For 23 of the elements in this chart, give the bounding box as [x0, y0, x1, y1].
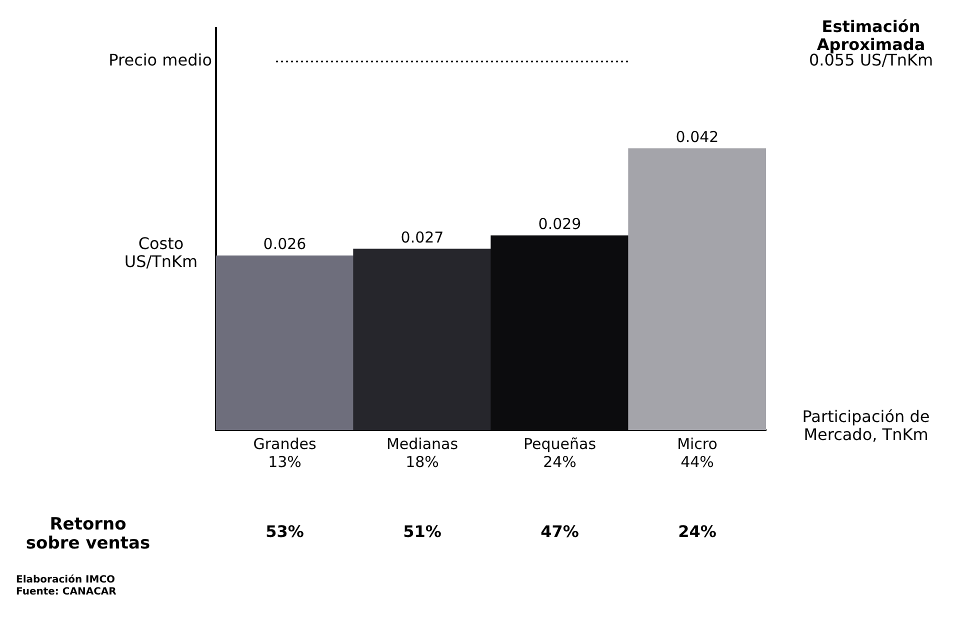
text: 24% — [678, 522, 716, 542]
x-axis-title: Participación de Mercado, TnKm — [802, 407, 930, 444]
data-label: 0.026 — [263, 235, 306, 254]
x-tick-label: Micro 44% — [677, 434, 718, 471]
data-label: 0.029 — [538, 215, 582, 234]
text: Retorno sobre ventas — [26, 514, 150, 554]
ref-line-label: Precio medio — [108, 50, 212, 70]
text: 47% — [540, 522, 579, 542]
text: Estimación Aproximada — [816, 17, 926, 54]
bar — [353, 248, 492, 430]
x-tick-label: Grandes 13% — [253, 434, 316, 471]
source-note: Fuente: CANACAR — [16, 586, 117, 598]
text: Elaboración IMCO — [16, 574, 116, 586]
text: 51% — [403, 522, 442, 542]
x-tick-label: Medianas 18% — [386, 434, 458, 471]
text: 53% — [266, 522, 304, 542]
bar — [216, 255, 354, 430]
bar — [490, 235, 629, 430]
data-label: 0.042 — [676, 128, 719, 146]
data-label: 0.027 — [400, 228, 444, 246]
x-tick-label: Pequeñas 24% — [523, 434, 596, 471]
bar — [628, 148, 766, 430]
y-axis-title: Costo US/TnKm — [124, 234, 198, 272]
